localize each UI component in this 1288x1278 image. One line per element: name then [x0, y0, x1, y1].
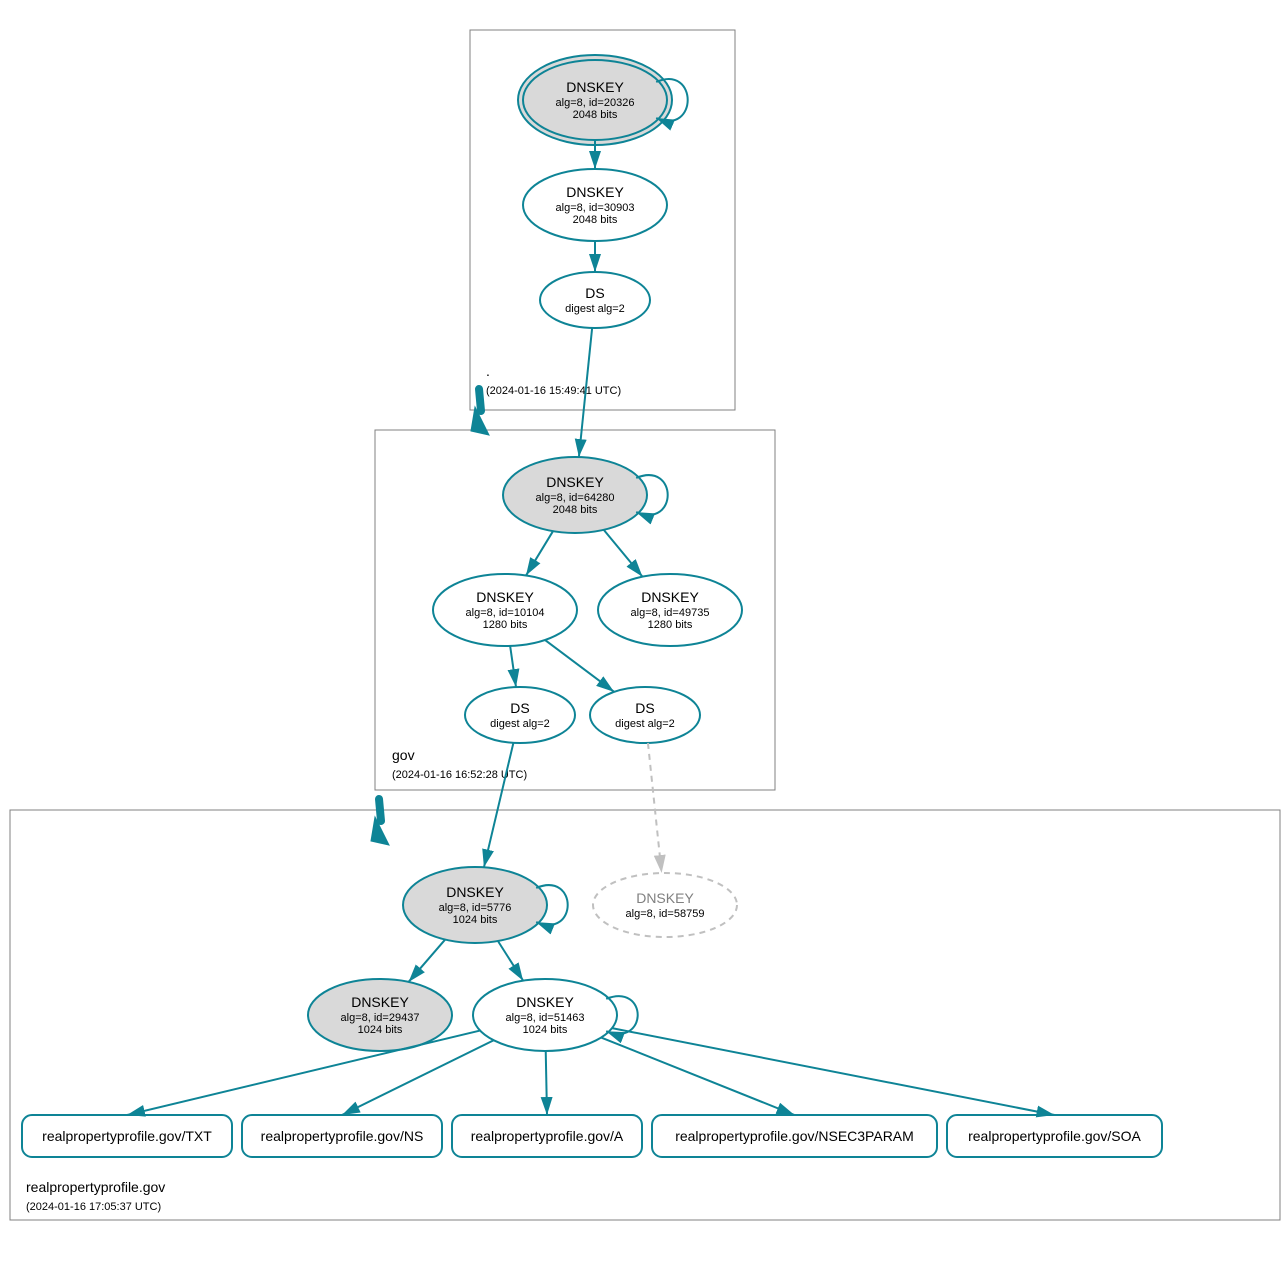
svg-text:alg=8, id=20326: alg=8, id=20326 [556, 97, 635, 109]
svg-text:alg=8, id=10104: alg=8, id=10104 [466, 607, 545, 619]
svg-text:DS: DS [635, 700, 654, 716]
svg-text:DNSKEY: DNSKEY [476, 589, 534, 605]
svg-text:1024 bits: 1024 bits [453, 914, 498, 926]
node-rpp_ghost: DNSKEY alg=8, id=58759 [593, 873, 737, 937]
svg-text:digest alg=2: digest alg=2 [565, 303, 625, 315]
svg-text:alg=8, id=29437: alg=8, id=29437 [341, 1012, 420, 1024]
edge [612, 1028, 1054, 1115]
svg-text:alg=8, id=49735: alg=8, id=49735 [631, 607, 710, 619]
edge [498, 941, 523, 981]
edge [342, 1040, 494, 1115]
node-root_ds: DS digest alg=2 [540, 272, 650, 328]
zone-title-rpp: realpropertyprofile.gov [26, 1179, 165, 1195]
zone-title-gov: gov [392, 747, 415, 763]
zone-title-root: . [486, 363, 490, 379]
edge [526, 531, 553, 575]
svg-text:DS: DS [510, 700, 529, 716]
edge [546, 1051, 547, 1115]
svg-text:2048 bits: 2048 bits [573, 109, 618, 121]
zone-date-rpp: (2024-01-16 17:05:37 UTC) [26, 1201, 161, 1213]
edge [484, 743, 513, 867]
svg-text:2048 bits: 2048 bits [573, 214, 618, 226]
svg-text:DNSKEY: DNSKEY [516, 994, 574, 1010]
node-gov_ksk: DNSKEY alg=8, id=642802048 bits [503, 457, 647, 533]
node-root_ksk: DNSKEY alg=8, id=203262048 bits [518, 55, 672, 145]
svg-text:alg=8, id=51463: alg=8, id=51463 [506, 1012, 585, 1024]
svg-text:DNSKEY: DNSKEY [566, 79, 624, 95]
node-gov_zsk1: DNSKEY alg=8, id=101041280 bits [433, 574, 577, 646]
svg-text:alg=8, id=30903: alg=8, id=30903 [556, 202, 635, 214]
node-rpp_zsk2: DNSKEY alg=8, id=514631024 bits [473, 979, 617, 1051]
svg-text:DNSKEY: DNSKEY [641, 589, 699, 605]
zone-rpp [10, 810, 1280, 1220]
node-root_zsk: DNSKEY alg=8, id=309032048 bits [523, 169, 667, 241]
svg-text:DNSKEY: DNSKEY [636, 890, 694, 906]
zone-date-root: (2024-01-16 15:49:41 UTC) [486, 385, 621, 397]
svg-text:realpropertyprofile.gov/A: realpropertyprofile.gov/A [471, 1128, 624, 1144]
svg-text:DNSKEY: DNSKEY [446, 884, 504, 900]
svg-text:alg=8, id=64280: alg=8, id=64280 [536, 492, 615, 504]
edge [409, 940, 446, 982]
svg-text:digest alg=2: digest alg=2 [490, 718, 550, 730]
svg-text:DNSKEY: DNSKEY [566, 184, 624, 200]
node-gov_ds2: DS digest alg=2 [590, 687, 700, 743]
node-rpp_zsk1: DNSKEY alg=8, id=294371024 bits [308, 979, 452, 1051]
node-rpp_ksk: DNSKEY alg=8, id=57761024 bits [403, 867, 547, 943]
svg-text:1024 bits: 1024 bits [523, 1024, 568, 1036]
edge [510, 646, 516, 687]
svg-text:realpropertyprofile.gov/SOA: realpropertyprofile.gov/SOA [968, 1128, 1141, 1144]
node-gov_ds1: DS digest alg=2 [465, 687, 575, 743]
svg-text:realpropertyprofile.gov/NS: realpropertyprofile.gov/NS [261, 1128, 424, 1144]
edge [545, 640, 614, 692]
svg-text:alg=8, id=58759: alg=8, id=58759 [626, 908, 705, 920]
edge [648, 743, 662, 873]
svg-text:DS: DS [585, 285, 604, 301]
svg-text:digest alg=2: digest alg=2 [615, 718, 675, 730]
svg-text:1024 bits: 1024 bits [358, 1024, 403, 1036]
svg-text:DNSKEY: DNSKEY [546, 474, 604, 490]
svg-text:realpropertyprofile.gov/TXT: realpropertyprofile.gov/TXT [42, 1128, 212, 1144]
edge [604, 530, 643, 577]
svg-text:DNSKEY: DNSKEY [351, 994, 409, 1010]
node-gov_zsk2: DNSKEY alg=8, id=497351280 bits [598, 574, 742, 646]
svg-text:2048 bits: 2048 bits [553, 504, 598, 516]
svg-text:1280 bits: 1280 bits [483, 619, 528, 631]
svg-text:realpropertyprofile.gov/NSEC3P: realpropertyprofile.gov/NSEC3PARAM [675, 1128, 914, 1144]
svg-text:alg=8, id=5776: alg=8, id=5776 [439, 902, 512, 914]
edge [601, 1038, 794, 1115]
svg-text:1280 bits: 1280 bits [648, 619, 693, 631]
